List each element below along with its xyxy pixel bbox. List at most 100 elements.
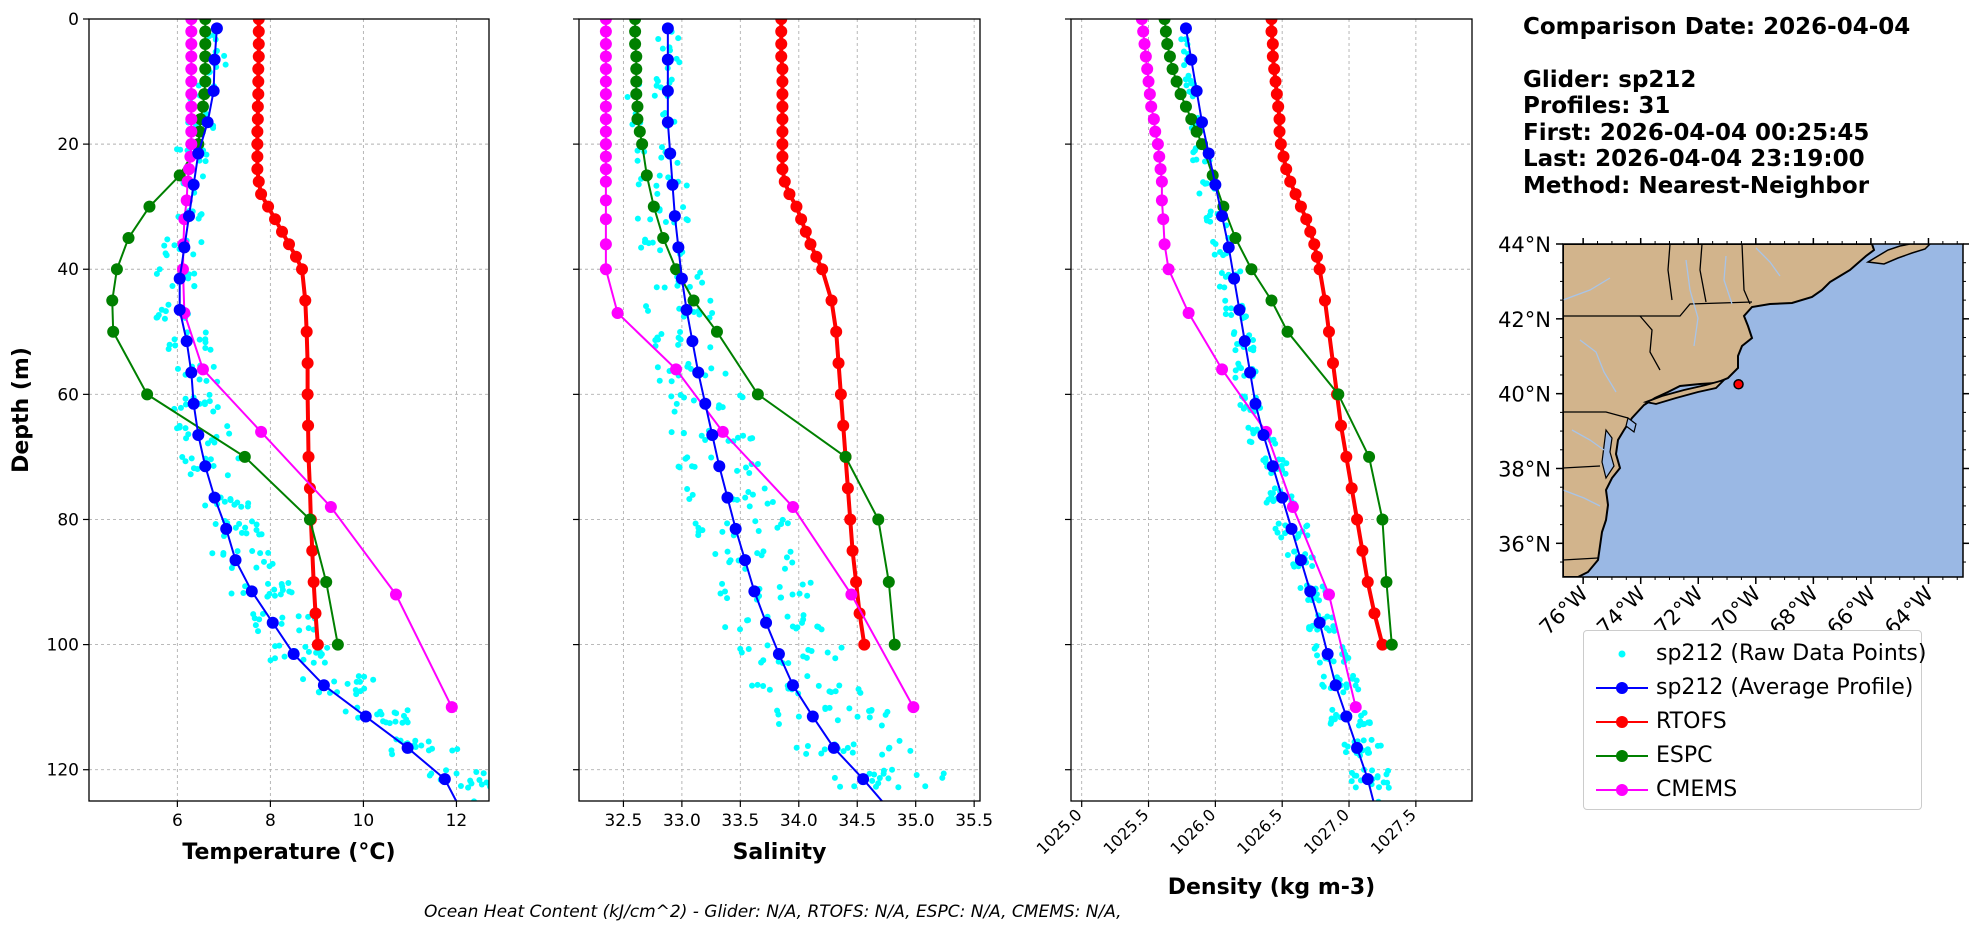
rtofs-point [307,576,320,589]
raw-data-point [1349,675,1356,682]
raw-data-point [774,524,781,531]
raw-data-point [686,496,693,503]
raw-data-point [355,673,362,680]
x-tick-label: 35.0 [897,811,935,831]
rtofs-point [302,419,315,432]
espc-point [630,63,643,76]
raw-data-point [653,182,660,189]
raw-data-point [483,779,489,786]
raw-data-point [942,813,948,819]
glider-point [668,210,681,223]
raw-data-point [838,644,845,651]
raw-data-point [234,548,241,555]
raw-data-point [941,810,947,816]
raw-data-point [1291,548,1298,555]
plot-area [106,19,499,822]
glider-point [245,585,258,598]
raw-data-point [1284,552,1291,559]
raw-data-point [1218,269,1225,276]
espc-point [238,450,251,463]
raw-data-point [389,751,396,758]
rtofs-point [776,113,789,126]
raw-data-point [174,365,181,372]
rtofs-point [844,513,857,526]
raw-data-point [400,712,407,719]
raw-data-point [844,744,851,751]
raw-data-point [682,455,689,462]
raw-data-point [1320,683,1327,690]
raw-data-point [727,557,734,564]
raw-data-point [709,310,716,317]
raw-data-point [443,767,450,774]
glider-point [1238,335,1251,348]
raw-data-point [454,746,461,753]
raw-data-point [269,560,276,567]
last-time: Last: 2026-04-04 23:19:00 [1523,146,1865,172]
raw-data-point [668,393,675,400]
glider-point [661,116,674,129]
raw-data-point [764,642,771,649]
raw-data-point [278,581,285,588]
cmems-point [185,138,198,151]
espc-point [640,169,653,182]
raw-data-point [1368,736,1375,743]
raw-data-point [1196,190,1203,197]
raw-data-point [493,816,499,822]
raw-data-point [785,660,792,667]
raw-data-point [260,610,267,617]
raw-data-point [1249,427,1256,434]
raw-data-point [1183,82,1190,89]
cmems-point [599,19,612,25]
raw-data-point [1374,774,1381,781]
raw-data-point [866,714,873,721]
espc-point [1179,100,1192,113]
rtofs-point [251,138,264,151]
glider-point [180,335,193,348]
rtofs-point [252,25,265,38]
y-tick-label: 60 [57,385,79,405]
raw-data-point [1291,563,1298,570]
raw-data-point [412,744,419,751]
glider-point [1216,210,1229,223]
cmems-point [1155,175,1168,188]
x-tick-label: 6 [172,811,183,831]
raw-data-point [831,774,838,781]
rtofs-point [299,294,312,307]
raw-data-point [1232,367,1239,374]
cmems-point [599,263,612,276]
raw-data-point [196,376,203,383]
rtofs-point [251,125,264,138]
method: Method: Nearest-Neighbor [1523,172,1870,199]
raw-data-point [683,216,690,223]
rtofs-point [776,88,789,101]
raw-data-point [295,613,302,620]
espc-point [888,638,901,651]
raw-data-point [758,552,765,559]
raw-data-point [208,437,215,444]
rtofs-point [775,50,788,63]
glider-point [220,522,233,535]
raw-data-point [1380,802,1386,808]
glider-point [201,116,214,129]
glider-point [1313,616,1326,629]
long-island [1642,378,1728,405]
raw-data-point [1351,772,1358,779]
raw-data-point [749,491,756,498]
espc-point [633,125,646,138]
glider-point [1233,303,1246,316]
rtofs-swatch [1596,716,1648,728]
raw-data-point [869,777,876,784]
raw-data-point [172,342,179,349]
raw-data-point [224,472,231,479]
raw-data-point [316,689,323,696]
rtofs-point [1340,450,1353,463]
cmems-point [183,163,195,176]
cmems-point [185,88,198,101]
raw-data-point [654,190,661,197]
raw-data-point [266,590,273,597]
raw-data-point [240,589,247,596]
cmems-point [1153,150,1166,163]
raw-data-point [778,521,785,528]
comparison-date: Comparison Date: 2026-04-04 [1523,14,1911,40]
raw-data-point [442,804,448,810]
